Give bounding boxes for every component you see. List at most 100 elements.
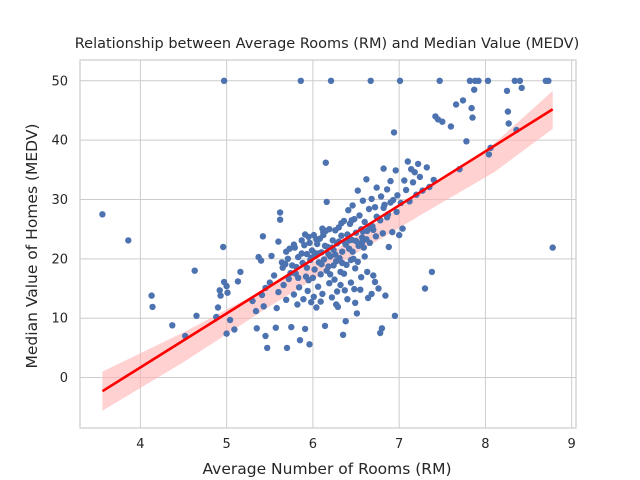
data-point <box>463 138 470 145</box>
data-point <box>423 164 430 171</box>
data-point <box>273 304 280 312</box>
data-point <box>333 301 340 308</box>
data-point <box>428 268 436 276</box>
data-point <box>331 276 338 283</box>
data-point <box>148 292 155 299</box>
data-point <box>469 114 476 121</box>
data-point <box>264 344 271 352</box>
data-point <box>217 292 224 299</box>
data-point <box>259 233 267 240</box>
data-point <box>275 288 282 296</box>
data-point <box>364 268 371 276</box>
data-point <box>223 282 230 290</box>
data-point <box>356 212 363 219</box>
data-point <box>396 77 404 85</box>
data-point <box>394 192 401 199</box>
data-point <box>354 258 361 265</box>
data-point <box>306 341 313 348</box>
data-point <box>372 233 380 240</box>
data-point <box>380 165 387 172</box>
x-axis-label: Average Number of Rooms (RM) <box>202 460 451 478</box>
data-point <box>352 299 359 306</box>
data-point <box>511 77 518 85</box>
data-point <box>220 243 227 251</box>
data-point <box>396 231 403 239</box>
x-tick-labels: 4 5 6 7 8 9 <box>136 437 576 452</box>
data-point <box>276 216 284 223</box>
data-point <box>284 255 292 262</box>
data-point <box>339 331 347 338</box>
data-point <box>226 316 234 324</box>
x-tick-label: 9 <box>568 437 576 452</box>
data-point <box>347 279 355 286</box>
data-point <box>371 278 379 286</box>
data-point <box>272 324 279 331</box>
data-point <box>317 271 324 278</box>
data-point <box>344 296 351 303</box>
data-point <box>149 303 156 311</box>
data-point <box>345 207 352 214</box>
data-point <box>275 238 282 245</box>
data-point <box>354 187 361 194</box>
data-point <box>314 283 322 290</box>
data-point <box>288 323 295 331</box>
data-point <box>359 197 367 204</box>
data-point <box>370 226 377 233</box>
data-point <box>484 77 492 85</box>
data-point <box>220 77 228 85</box>
x-tick-label: 4 <box>136 437 144 452</box>
data-point <box>318 261 325 268</box>
data-point <box>319 290 326 298</box>
data-point <box>475 77 482 85</box>
data-point <box>328 294 336 301</box>
data-point <box>436 77 443 85</box>
data-point <box>314 240 321 248</box>
confidence-band <box>102 90 553 411</box>
data-point <box>169 322 176 329</box>
data-point <box>332 251 339 258</box>
data-point <box>278 259 286 266</box>
data-point <box>327 77 335 85</box>
data-point <box>290 291 298 298</box>
data-point <box>301 231 309 238</box>
data-point <box>252 307 260 315</box>
data-point <box>234 278 242 285</box>
data-point <box>373 184 380 191</box>
data-point <box>503 87 511 95</box>
data-point <box>371 204 379 211</box>
data-point <box>409 179 417 186</box>
data-point <box>485 151 493 158</box>
data-point <box>330 262 337 269</box>
data-point <box>361 253 368 260</box>
data-point <box>298 250 305 257</box>
plot-frame <box>79 59 577 429</box>
data-point <box>471 86 478 93</box>
data-point <box>125 237 132 244</box>
data-point <box>322 159 329 166</box>
data-point <box>296 337 304 344</box>
data-point <box>298 237 305 244</box>
data-point <box>382 292 389 299</box>
data-point <box>280 281 287 289</box>
data-point <box>260 303 267 310</box>
data-point <box>367 77 374 85</box>
data-point <box>379 230 386 237</box>
y-tick-label: 40 <box>51 134 68 149</box>
data-point <box>349 248 356 255</box>
data-point <box>297 77 304 85</box>
data-point <box>383 186 391 193</box>
data-point <box>301 325 309 333</box>
y-tick-label: 30 <box>51 193 68 208</box>
y-tick-label: 10 <box>51 312 68 327</box>
data-point <box>290 241 298 248</box>
data-point <box>99 211 106 218</box>
data-point <box>399 225 406 232</box>
data-point <box>311 266 318 273</box>
data-point <box>253 325 260 332</box>
data-point <box>304 287 311 295</box>
x-tick-label: 8 <box>481 437 489 452</box>
data-point <box>339 259 346 267</box>
data-point <box>459 97 467 104</box>
data-point <box>391 312 399 319</box>
data-point <box>237 268 244 276</box>
